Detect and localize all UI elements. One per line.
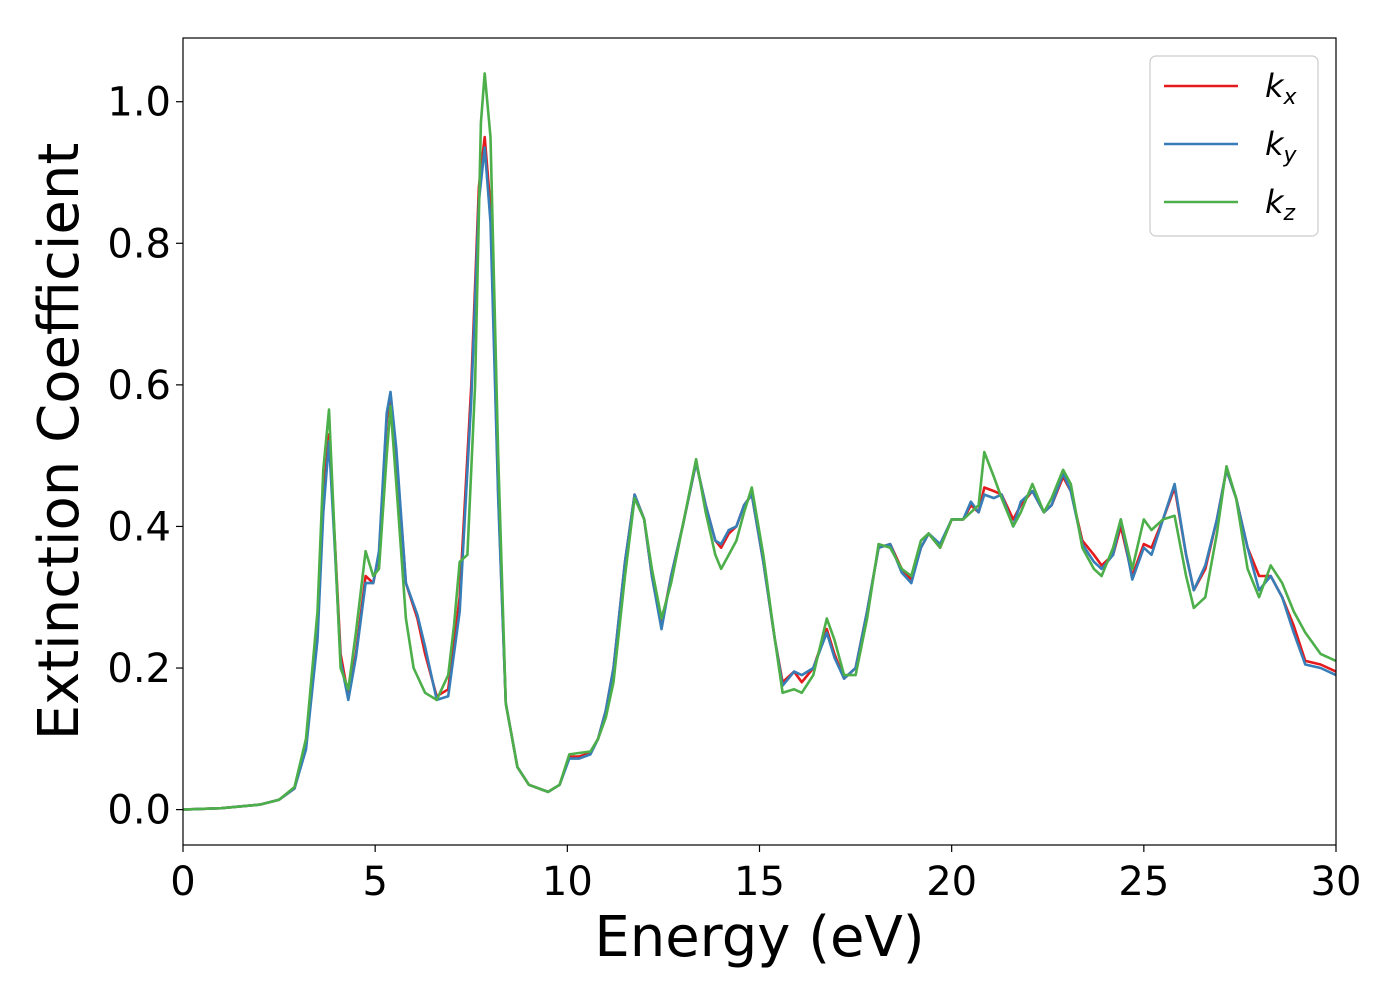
x-tick-label: 20 (926, 859, 977, 905)
series-line-x (182, 135, 1337, 811)
y-tick-label: 0.8 (107, 221, 171, 267)
legend: kx ky kz (1149, 55, 1319, 237)
x-axis-title: Energy (eV) (594, 905, 924, 970)
ticks-layer: 0 5 10 15 20 25 30 0.0 0.2 0.4 0.6 0.8 1.0 (107, 80, 1361, 905)
y-tick-label: 0.0 (107, 788, 171, 834)
x-tick-label: 5 (362, 859, 387, 905)
x-tick-label: 0 (170, 859, 195, 905)
y-tick-label: 1.0 (107, 80, 171, 126)
legend-label-x: kx (1265, 67, 1298, 110)
legend-box (1149, 55, 1319, 237)
series-line-z (182, 72, 1337, 811)
legend-label-z: kz (1265, 183, 1296, 226)
x-tick-label: 15 (734, 859, 785, 905)
series-line-y (182, 146, 1337, 811)
series-layer (182, 72, 1337, 811)
y-tick-label: 0.2 (107, 646, 171, 692)
x-tick-label: 25 (1118, 859, 1169, 905)
y-axis-title: Extinction Coefficient (27, 143, 92, 741)
x-tick-label: 10 (542, 859, 593, 905)
x-tick-label: 30 (1311, 859, 1362, 905)
y-tick-label: 0.4 (107, 504, 171, 550)
legend-label-y: ky (1265, 125, 1298, 168)
y-tick-label: 0.6 (107, 363, 171, 409)
